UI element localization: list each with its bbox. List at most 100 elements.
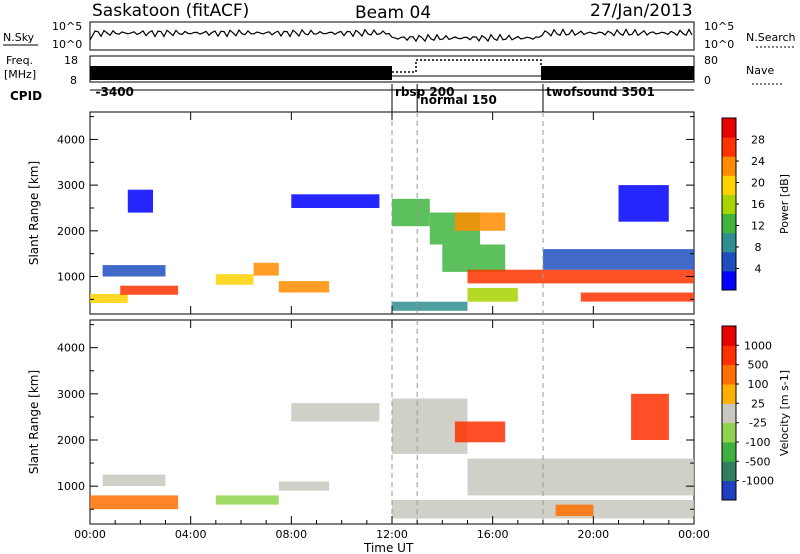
colorbar-tick-label: -500 (746, 455, 771, 468)
colorbar-tick-label: 4 (755, 263, 762, 276)
y-tick-label: 2000 (57, 225, 85, 238)
beam-label: Beam 04 (355, 3, 431, 23)
nave-label: Nave (746, 64, 774, 77)
velocity-y-axis-label: Slant Range [km] (27, 370, 41, 474)
y-tick-label: 4000 (57, 133, 85, 146)
y-tick-label: 4000 (57, 342, 85, 355)
y-tick-label: 2000 (57, 434, 85, 447)
velocity-colorbar-segment (722, 403, 736, 424)
x-tick-label: 20:00 (577, 528, 609, 541)
velocity-echo-region (631, 393, 669, 440)
power-echo-region (127, 189, 153, 213)
freq-tick-high: 18 (64, 54, 78, 67)
x-tick-label: 04:00 (175, 528, 207, 541)
nsky-tick-low: 10^0 (52, 38, 82, 51)
colorbar-tick-label: -25 (749, 417, 767, 430)
nave-tick-high: 80 (704, 54, 718, 67)
power-colorbar-segment (722, 137, 736, 157)
cpid-entry: rbsp 200 (395, 85, 454, 99)
velocity-echo-region (467, 458, 694, 496)
power-echo-region (90, 293, 128, 303)
x-tick-label: 08:00 (275, 528, 307, 541)
power-echo-region (442, 244, 506, 272)
velocity-echo-region (291, 403, 380, 422)
nave-tick-low: 0 (704, 74, 711, 87)
cpid-entry: normal 150 (420, 93, 497, 107)
nsky-panel: N.Sky 10^5 10^0 10^5 10^0 N.Search (3, 20, 796, 51)
nsearch-tick-low: 10^0 (704, 38, 734, 51)
colorbar-tick-label: 1000 (744, 339, 772, 352)
colorbar-tick-label: -100 (746, 436, 771, 449)
colorbar-tick-label: -1000 (742, 475, 774, 488)
colorbar-tick-label: 16 (751, 198, 765, 211)
power-echo-region (543, 249, 694, 270)
nsearch-tick-high: 10^5 (704, 20, 734, 33)
power-echo-region (618, 185, 669, 222)
colorbar-tick-label: 24 (751, 155, 765, 168)
nsearch-label: N.Search (746, 31, 796, 44)
velocity-echo-region (215, 495, 279, 505)
power-echo-region (392, 301, 468, 311)
velocity-colorbar-segment (722, 422, 736, 443)
velocity-colorbar-label: Velocity [m s-1] (778, 370, 791, 456)
power-echo-region (215, 274, 254, 285)
y-tick-label: 1000 (57, 271, 85, 284)
power-colorbar: 28 24 20 16 12 8 4 Power [dB] (721, 117, 791, 291)
power-colorbar-segment (722, 118, 736, 138)
colorbar-tick-label: 500 (748, 359, 769, 372)
velocity-colorbar-segment (722, 326, 736, 346)
nave-trace (392, 59, 542, 73)
power-echo-region (467, 288, 518, 302)
freq-band-right (541, 66, 694, 80)
velocity-colorbar-segment (722, 480, 736, 501)
power-colorbar-segment (722, 270, 736, 291)
freq-label-2: [MHz] (4, 68, 36, 81)
power-colorbar-segment (722, 175, 736, 195)
velocity-echo-region (278, 481, 330, 491)
power-colorbar-segment (722, 156, 736, 176)
velocity-echo-region (454, 421, 506, 443)
x-tick-label: 16:00 (477, 528, 509, 541)
colorbar-tick-label: 100 (748, 378, 769, 391)
y-tick-label: 1000 (57, 480, 85, 493)
y-tick-label: 3000 (57, 179, 85, 192)
power-colorbar-segment (722, 213, 736, 234)
colorbar-tick-label: 20 (751, 177, 765, 190)
power-y-axis-label: Slant Range [km] (27, 161, 41, 265)
x-tick-label: 00:00 (74, 528, 106, 541)
velocity-echo-region (555, 504, 594, 517)
freq-label-1: Freq. (6, 54, 33, 67)
power-echo-region (467, 269, 694, 284)
nsky-trace (89, 28, 693, 43)
cpid-label: CPID (10, 89, 42, 103)
colorbar-tick-label: 25 (751, 397, 765, 410)
time-axis: 00:00 04:00 08:00 12:00 16:00 20:00 00:00 (74, 112, 710, 541)
power-colorbar-segment (722, 232, 736, 253)
x-axis-label: Time UT (363, 541, 414, 554)
x-tick-label: 00:00 (678, 528, 710, 541)
velocity-colorbar-segment (722, 364, 736, 385)
power-echo-region (392, 198, 430, 227)
velocity-colorbar-segment (722, 461, 736, 482)
freq-panel: Freq. [MHz] 18 8 80 0 Nave (4, 54, 782, 87)
colorbar-tick-label: 12 (751, 220, 765, 233)
power-echo-region (291, 194, 380, 208)
power-colorbar-label: Power [dB] (778, 174, 791, 234)
power-colorbar-segment (722, 194, 736, 214)
colorbar-tick-label: 8 (755, 241, 762, 254)
velocity-echo-region (90, 495, 179, 510)
nsky-label: N.Sky (3, 31, 35, 44)
velocity-colorbar-segment (722, 384, 736, 404)
power-echo-region (120, 285, 179, 295)
power-panel: 1000 2000 3000 4000 Slant Range [km] (27, 111, 695, 315)
x-tick-label: 12:00 (376, 528, 408, 541)
power-echo-region (102, 265, 166, 277)
y-tick-label: 3000 (57, 388, 85, 401)
freq-band-left (90, 66, 392, 80)
velocity-colorbar: 1000 500 100 25 -25 -100 -500 -1000 Velocity [m … (721, 325, 791, 501)
station-title: Saskatoon (fitACF) (92, 1, 249, 21)
power-colorbar-segment (722, 251, 736, 272)
colorbar-tick-label: 28 (751, 134, 765, 147)
